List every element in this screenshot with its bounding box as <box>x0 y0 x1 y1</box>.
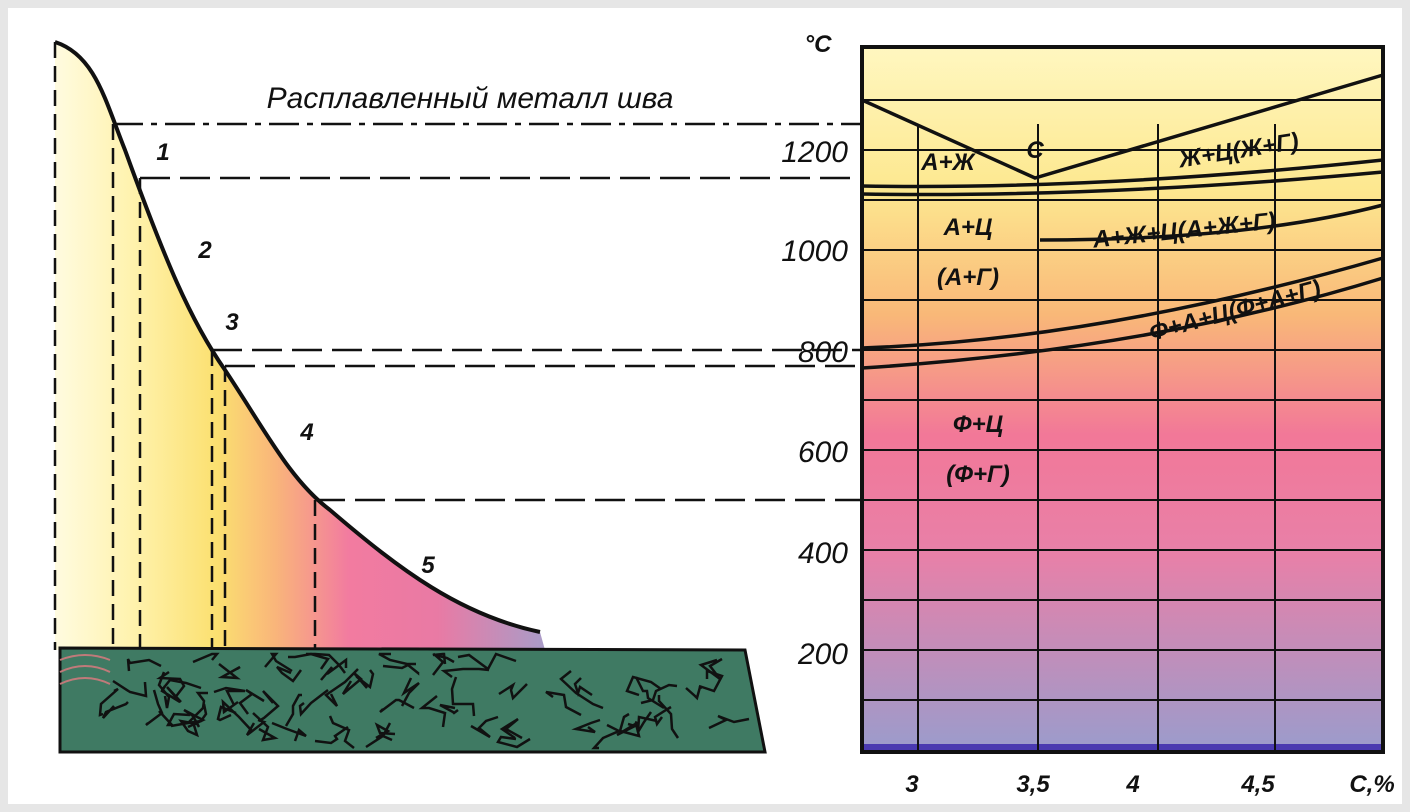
region-label: А+Ц <box>943 214 993 241</box>
region-label: (Ф+Г) <box>946 461 1009 488</box>
y-label: 800 <box>798 336 848 369</box>
y-label: 200 <box>797 638 848 671</box>
x-label: 4,5 <box>1240 771 1275 798</box>
y-unit: °C <box>805 31 833 58</box>
region-label: (А+Г) <box>937 264 999 291</box>
y-label: 400 <box>798 537 848 570</box>
x-label: 3,5 <box>1016 771 1050 798</box>
y-label: 600 <box>798 436 848 469</box>
zone-number: 2 <box>197 237 212 264</box>
diagram: Расплавленный металл шва 1 2 3 4 5 °C 1200 1000 8… <box>0 0 1410 812</box>
region-label: Ф+Ц <box>953 411 1004 438</box>
x-unit: C,% <box>1349 771 1394 798</box>
region-label: С <box>1026 137 1044 164</box>
x-label: 3 <box>905 771 919 798</box>
y-label: 1000 <box>781 235 848 268</box>
zone-number: 5 <box>421 552 435 579</box>
region-label: А+Ж <box>920 149 976 176</box>
zone-number: 4 <box>299 419 313 446</box>
zone-number: 3 <box>225 309 239 336</box>
body: Расплавленный металл шва 1 2 3 4 5 °C 1200 1000 8… <box>0 0 1410 812</box>
caption: Расплавленный металл шва <box>267 82 674 115</box>
page: {"left_panel": {"caption": "Расплавленны… <box>0 0 1410 812</box>
zone-number: 1 <box>156 139 169 166</box>
x-label: 4 <box>1125 771 1139 798</box>
y-label: 1200 <box>781 136 848 169</box>
